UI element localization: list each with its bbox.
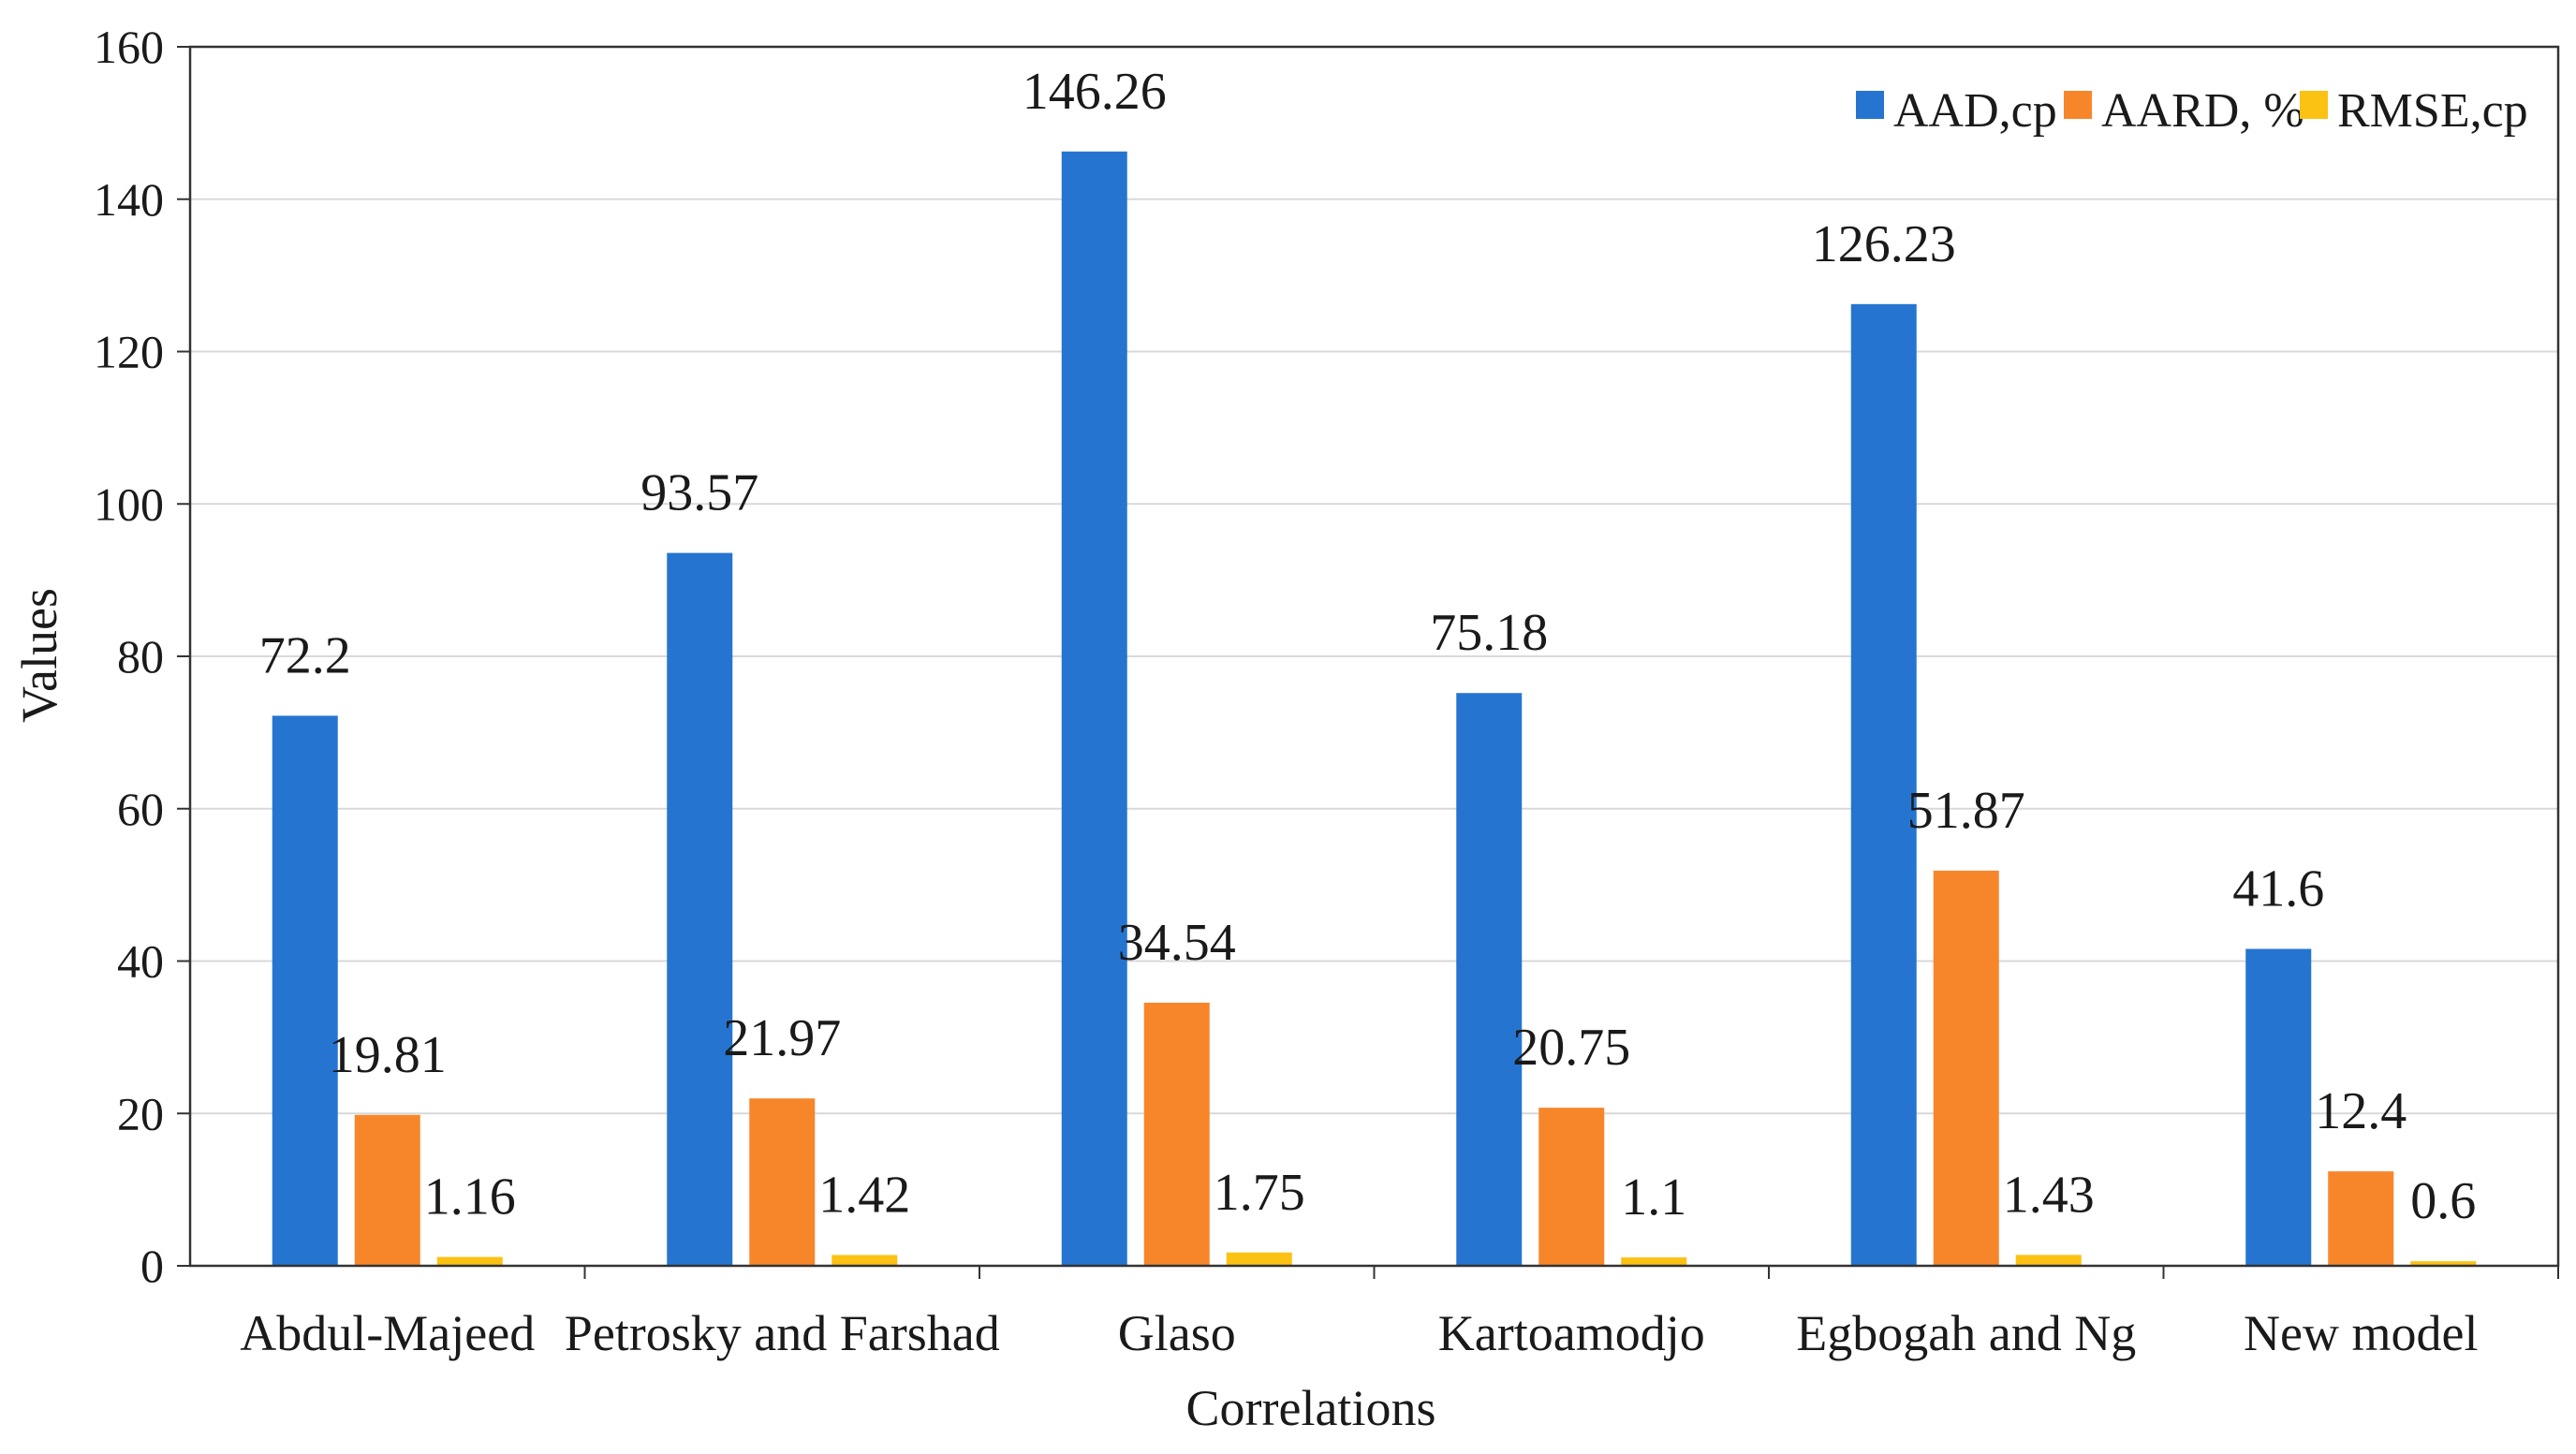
legend-swatch [2064, 91, 2092, 119]
x-axis-title: Correlations [1186, 1380, 1436, 1436]
bar [1061, 151, 1127, 1267]
data-label: 146.26 [1023, 63, 1167, 121]
bar [1933, 870, 1999, 1266]
bar [2245, 948, 2312, 1266]
data-label: 1.1 [1621, 1168, 1686, 1226]
legend-swatch [1856, 91, 1884, 119]
x-category-label: Kartoamodjo [1438, 1305, 1705, 1361]
bar [749, 1098, 816, 1266]
data-label: 21.97 [723, 1009, 841, 1067]
y-axis-title: Values [11, 588, 67, 723]
legend-swatch [2300, 91, 2328, 119]
axes: 0 20 40 60 80 100 120 140 160 Abdul-Majeed Petrosk… [94, 21, 2560, 1361]
bar [2328, 1171, 2394, 1266]
bar [1456, 693, 1523, 1266]
legend-label: AAD,cp [1893, 84, 2057, 138]
bar [436, 1256, 503, 1266]
data-label: 12.4 [2315, 1082, 2407, 1140]
bar [2410, 1261, 2477, 1266]
gridlines [190, 198, 2558, 1115]
bar [272, 715, 338, 1266]
data-label: 41.6 [2232, 859, 2324, 918]
bar [2015, 1255, 2082, 1266]
bar [1621, 1257, 1687, 1266]
bar [1143, 1002, 1210, 1266]
data-label: 1.75 [1214, 1164, 1305, 1222]
data-label: 20.75 [1512, 1019, 1630, 1077]
y-tick-label: 120 [94, 326, 164, 378]
data-label: 34.54 [1118, 914, 1236, 972]
bars [272, 151, 2477, 1267]
data-labels: 72.2 19.81 1.16 93.57 21.97 1.42 146.26 34.54 1.… [259, 63, 2477, 1230]
bar [354, 1114, 420, 1266]
y-tick-label: 160 [94, 21, 164, 73]
x-category-label: New model [2244, 1305, 2478, 1361]
data-label: 51.87 [1907, 782, 2025, 840]
legend-label: RMSE,cp [2337, 84, 2528, 138]
data-label: 72.2 [259, 626, 351, 684]
data-label: 1.43 [2003, 1166, 2095, 1224]
data-label: 19.81 [329, 1026, 447, 1084]
y-tick-label: 100 [94, 477, 164, 530]
data-label: 1.42 [818, 1166, 910, 1224]
x-category-label: Glaso [1118, 1305, 1236, 1361]
x-category-label: Petrosky and Farshad [565, 1305, 1000, 1361]
bar [1226, 1252, 1292, 1266]
data-label: 126.23 [1812, 215, 1956, 273]
data-label: 1.16 [424, 1168, 516, 1226]
y-tick-label: 40 [117, 935, 164, 988]
y-tick-label: 20 [117, 1087, 164, 1139]
bar [1850, 303, 1917, 1267]
x-category-label: Egbogah and Ng [1796, 1305, 2136, 1361]
y-tick-label: 60 [117, 783, 164, 835]
bar [832, 1255, 898, 1266]
y-tick-label: 80 [117, 630, 164, 683]
legend: AAD,cp AARD, % RMSE,cp [1856, 84, 2528, 138]
data-label: 75.18 [1430, 604, 1548, 662]
bar [1538, 1108, 1605, 1266]
data-label: 93.57 [640, 464, 758, 522]
x-category-label: Abdul-Majeed [240, 1305, 535, 1361]
legend-label: AARD, % [2101, 84, 2304, 138]
data-label: 0.6 [2410, 1172, 2476, 1230]
y-tick-label: 140 [94, 173, 164, 226]
y-tick-label: 0 [140, 1240, 164, 1292]
bar [667, 552, 733, 1266]
